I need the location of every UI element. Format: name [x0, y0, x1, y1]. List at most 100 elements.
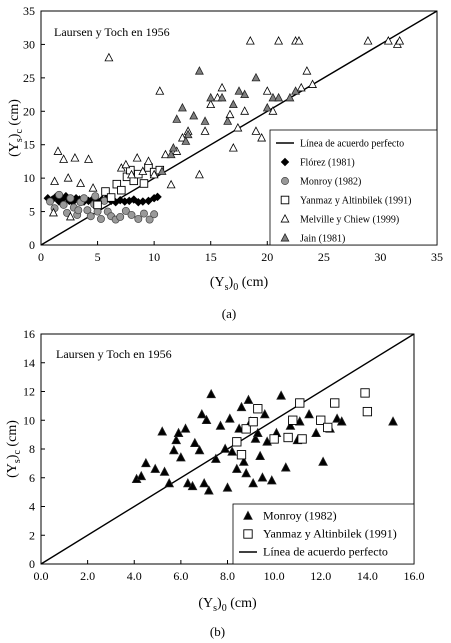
data-point [70, 153, 80, 162]
data-point [166, 179, 176, 189]
data-point [257, 472, 268, 482]
data-point [50, 176, 60, 185]
data-point [253, 404, 263, 414]
chart-annotation: Laursen y Toch en 1956 [54, 25, 170, 39]
data-point [88, 183, 98, 192]
data-point [171, 434, 182, 445]
x-tick-label: 5 [95, 250, 101, 264]
data-point [63, 173, 73, 182]
data-point [257, 132, 267, 142]
y-tick-label: 8 [29, 442, 35, 456]
data-point [183, 478, 193, 488]
scatter-chart-b: 0.0 2.0 4.0 6.0 8.0 10.0 12.0 14.0 16.0 0 2 4 6 8 10 12… [5, 330, 425, 639]
data-point [144, 156, 153, 165]
x-tick-label: 35 [431, 250, 443, 264]
x-tick-label: 10 [148, 250, 160, 264]
y-axis-label: (Ys)c (cm) [5, 420, 23, 478]
data-point [228, 143, 238, 152]
legend-marker [280, 195, 290, 205]
y-tick-label: 25 [23, 71, 35, 85]
data-point [106, 193, 116, 202]
data-point [231, 463, 242, 473]
data-point [145, 215, 154, 224]
legend-entry: Flórez (1981) [300, 158, 355, 169]
y-tick-label: 15 [23, 138, 35, 152]
data-point [323, 422, 333, 433]
data-point [236, 450, 247, 460]
data-point [248, 417, 258, 427]
data-point [134, 214, 143, 223]
data-point [220, 443, 231, 453]
data-point [187, 480, 198, 491]
data-point [297, 434, 307, 444]
data-point [101, 187, 110, 196]
data-point [243, 394, 254, 404]
data-point [183, 129, 193, 139]
scatter-chart-a: 0 5 10 15 20 25 30 35 0 5 10 15 20 25 30 35 Laursen y To… [7, 4, 443, 321]
data-point [295, 398, 305, 408]
x-tick-label: 12.0 [310, 569, 331, 583]
y-tick-label: 6 [29, 471, 35, 485]
data-point [46, 197, 55, 206]
data-point [238, 456, 249, 466]
y-tick-label: 4 [29, 500, 35, 514]
data-point [149, 169, 159, 179]
data-point [189, 437, 200, 448]
legend-entry: Yanmaz y Altinbilek (1991) [263, 527, 397, 541]
data-point [262, 86, 272, 95]
data-point [100, 196, 109, 205]
data-point [228, 99, 238, 109]
legend-marker [280, 232, 290, 242]
data-point [59, 200, 68, 209]
data-point [66, 194, 75, 203]
data-point [172, 114, 182, 123]
x-tick-label: 4.0 [127, 569, 142, 583]
data-point [248, 478, 259, 488]
y-tick-label: 16 [23, 330, 35, 341]
data-point [159, 466, 170, 476]
y-tick-label: 2 [29, 528, 35, 542]
data-point [288, 415, 298, 425]
data-point [59, 154, 69, 163]
data-point [217, 82, 227, 92]
data-point [164, 478, 175, 488]
data-point [232, 437, 242, 447]
y-tick-label: 10 [23, 171, 35, 185]
data-point [74, 206, 83, 215]
data-point [222, 482, 233, 492]
legend-entry: Melville y Chiew (1999) [300, 215, 399, 226]
data-point [168, 143, 178, 152]
data-point [97, 214, 105, 223]
data-point [233, 122, 243, 132]
data-point [53, 146, 63, 155]
data-point [150, 210, 159, 219]
x-tick-label: 30 [374, 250, 386, 264]
x-tick-label: 10.0 [264, 569, 285, 583]
data-point [194, 66, 204, 75]
data-point [252, 427, 263, 437]
data-point [91, 192, 100, 201]
data-point [93, 200, 102, 210]
legend-entry: Línea de acuerdo perfecto [300, 139, 404, 150]
data-point [291, 86, 301, 95]
data-point [395, 36, 405, 45]
legend-entry: Yanmaz y Altinbilek (1991) [300, 196, 411, 207]
data-point [276, 390, 286, 400]
data-point [223, 116, 233, 125]
data-point [262, 102, 272, 112]
data-point [83, 206, 92, 215]
plot-frame [40, 10, 438, 246]
data-point [285, 92, 295, 102]
data-point [141, 457, 151, 468]
data-point [311, 427, 321, 437]
chart-annotation: Laursen y Toch en 1956 [56, 347, 172, 361]
x-tick-label: 15 [205, 250, 217, 264]
data-point [173, 427, 184, 437]
data-point [112, 179, 122, 189]
data-point [201, 414, 212, 425]
legend-marker [280, 157, 290, 167]
data-point [121, 159, 131, 169]
data-point [388, 416, 398, 426]
data-point [84, 154, 93, 163]
legend-marker [281, 177, 289, 185]
